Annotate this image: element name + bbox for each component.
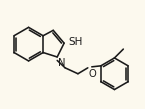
Text: N: N xyxy=(58,58,66,68)
Text: O: O xyxy=(89,69,97,79)
Text: SH: SH xyxy=(68,37,82,47)
